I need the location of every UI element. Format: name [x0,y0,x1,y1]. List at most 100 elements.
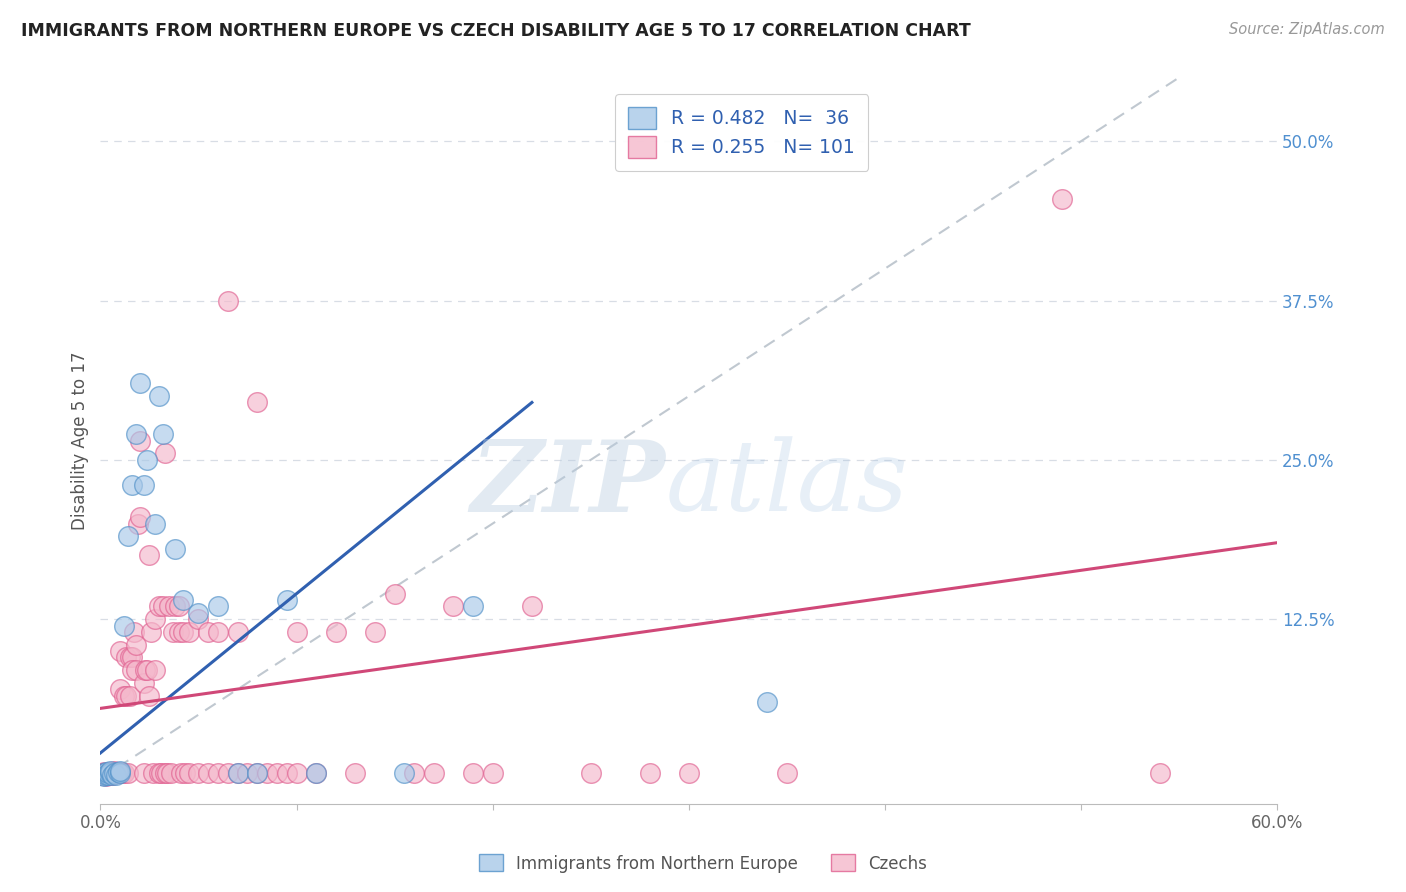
Point [107,765,129,780]
Point [97,766,120,780]
Point [197,766,219,780]
Point [776,766,799,780]
Point [226,766,249,780]
Point [93,766,115,780]
Point [170,766,193,780]
Point [152,427,174,442]
Point [128,434,150,448]
Point [167,599,190,614]
Point [461,766,484,780]
Point [148,599,170,614]
Point [344,766,367,780]
Point [93,767,115,781]
Point [112,689,135,703]
Point [152,599,174,614]
Point [305,766,328,780]
Point [153,446,176,460]
Point [111,766,134,780]
Point [266,766,288,780]
Point [138,549,160,563]
Point [207,624,229,639]
Point [226,766,249,780]
Point [325,624,347,639]
Point [226,624,249,639]
Point [394,766,416,780]
Point [103,764,125,778]
Point [97,767,120,781]
Point [134,663,156,677]
Text: atlas: atlas [665,437,908,532]
Point [1050,192,1073,206]
Point [404,766,426,780]
Point [305,766,328,780]
Point [285,624,308,639]
Point [118,689,141,703]
Point [96,769,118,783]
Point [520,599,543,614]
Point [124,663,146,677]
Point [136,453,159,467]
Text: IMMIGRANTS FROM NORTHERN EUROPE VS CZECH DISABILITY AGE 5 TO 17 CORRELATION CHAR: IMMIGRANTS FROM NORTHERN EUROPE VS CZECH… [21,22,970,40]
Point [108,682,131,697]
Point [638,766,661,780]
Point [481,766,503,780]
Point [142,766,165,780]
Point [97,766,120,780]
Point [91,767,114,781]
Text: Source: ZipAtlas.com: Source: ZipAtlas.com [1229,22,1385,37]
Point [148,389,170,403]
Point [143,663,166,677]
Point [128,510,150,524]
Point [97,767,120,781]
Point [122,624,145,639]
Point [167,624,190,639]
Point [156,766,179,780]
Point [121,663,143,677]
Point [256,766,278,780]
Point [143,516,166,531]
Point [579,766,602,780]
Point [112,766,135,780]
Point [115,689,138,703]
Legend: R = 0.482   N=  36, R = 0.255   N= 101: R = 0.482 N= 36, R = 0.255 N= 101 [616,94,869,171]
Point [207,599,229,614]
Point [91,766,114,780]
Point [98,767,121,781]
Point [121,650,143,665]
Point [105,767,128,781]
Point [678,766,700,780]
Point [138,689,160,703]
Point [163,599,186,614]
Point [124,427,146,442]
Point [441,599,464,614]
Point [93,765,115,780]
Point [101,767,124,781]
Point [136,663,159,677]
Point [246,395,269,409]
Point [187,766,209,780]
Point [177,766,200,780]
Point [172,624,194,639]
Point [124,638,146,652]
Point [217,766,239,780]
Point [150,766,173,780]
Point [108,764,131,778]
Point [117,766,139,780]
Point [756,695,779,709]
Text: ZIP: ZIP [470,436,665,533]
Point [96,765,118,780]
Point [96,766,118,780]
Point [98,766,121,780]
Point [118,650,141,665]
Point [98,765,121,780]
Point [236,766,259,780]
Point [177,624,200,639]
Point [115,650,138,665]
Point [101,767,124,781]
Point [132,676,155,690]
Point [98,764,121,778]
Point [93,766,115,780]
Point [197,624,219,639]
Legend: Immigrants from Northern Europe, Czechs: Immigrants from Northern Europe, Czechs [472,847,934,880]
Point [276,766,298,780]
